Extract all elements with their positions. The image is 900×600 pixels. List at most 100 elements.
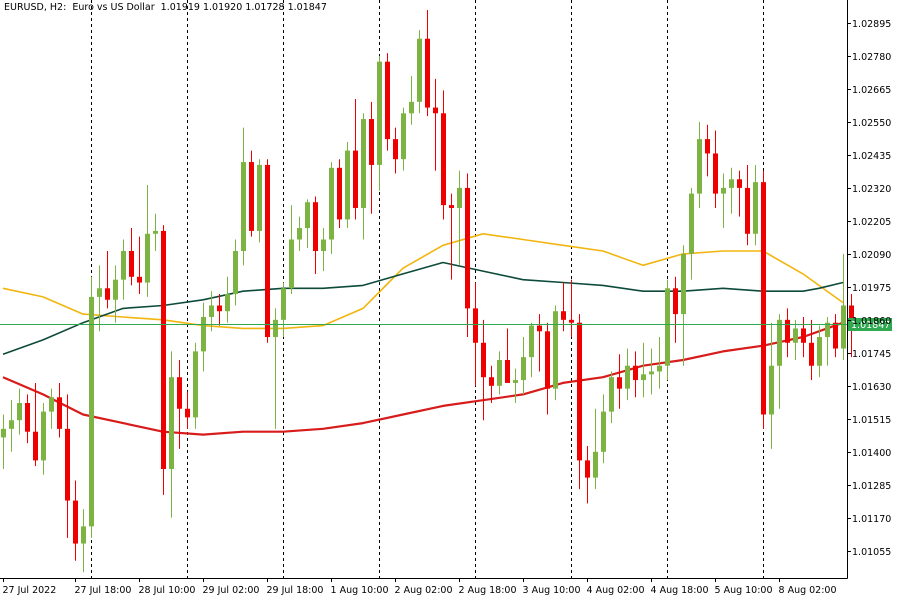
bullish-candle: [593, 408, 598, 490]
symbol-timeframe: EURUSD, H2:: [4, 2, 67, 13]
bearish-candle: [705, 124, 710, 177]
bullish-candle: [1, 414, 6, 469]
bullish-candle: [521, 337, 526, 395]
candle-body: [153, 230, 158, 234]
bearish-candle: [737, 170, 742, 217]
y-tick-label: 1.02205: [852, 217, 891, 228]
candle-body: [801, 328, 806, 343]
candle-body: [385, 61, 390, 140]
candle-body: [505, 359, 510, 383]
bullish-candle: [201, 302, 206, 372]
bullish-candle: [697, 121, 702, 208]
current-price-tag: [848, 318, 892, 331]
candle-body: [177, 377, 182, 409]
bullish-candle: [729, 167, 734, 214]
candle-body: [697, 139, 702, 194]
candle-body: [57, 397, 62, 429]
candle-body: [233, 250, 238, 295]
candle-body: [809, 342, 814, 366]
bullish-candle: [753, 164, 758, 246]
candle-body: [785, 319, 790, 343]
candle-body: [609, 377, 614, 412]
bearish-candle: [177, 359, 182, 449]
bullish-candle: [41, 403, 46, 475]
y-tick-label: 1.01400: [852, 448, 891, 459]
candle-body: [457, 187, 462, 208]
bullish-candle: [153, 213, 158, 251]
price-axis[interactable]: 1.02895 1.02780 1.02665 1.02550 1.02435 1.023…: [847, 19, 891, 558]
candle-body: [761, 182, 766, 415]
candle-body: [369, 119, 374, 165]
y-tick-label: 1.02895: [852, 19, 891, 30]
bullish-candle: [609, 371, 614, 424]
candle-body: [793, 328, 798, 343]
bullish-candle: [689, 187, 694, 280]
y-tick-label: 1.01860: [852, 316, 891, 327]
bearish-candle: [337, 159, 342, 229]
bullish-candle: [409, 76, 414, 125]
bullish-candle: [841, 253, 846, 360]
candle-body: [41, 411, 46, 461]
candle-body: [65, 428, 70, 501]
time-axis[interactable]: 27 Jul 2022 27 Jul 18:00 28 Jul 10:00 29 Ju…: [3, 578, 837, 596]
bullish-candle: [113, 265, 118, 323]
bullish-candle: [121, 239, 126, 300]
bullish-candle: [625, 348, 630, 401]
candle-body: [833, 322, 838, 349]
candle-body: [513, 380, 518, 383]
candle-body: [497, 359, 502, 386]
candle-body: [569, 319, 574, 323]
candle-body: [825, 322, 830, 338]
candle-body: [529, 325, 534, 358]
candle-body: [729, 179, 734, 188]
bearish-candle: [785, 308, 790, 358]
x-tick-label: 5 Aug 10:00: [715, 585, 773, 596]
bullish-candle: [193, 342, 198, 429]
bearish-candle: [537, 314, 542, 372]
bullish-candle: [297, 216, 302, 251]
candle-body: [721, 187, 726, 194]
x-tick-label: 1 Aug 10:00: [331, 585, 389, 596]
candle-body: [161, 230, 166, 469]
y-tick-label: 1.01975: [852, 283, 891, 294]
candle-body: [217, 305, 222, 312]
candle-body: [577, 322, 582, 461]
candle-body: [673, 288, 678, 315]
bearish-candle: [65, 394, 70, 538]
ohlc-values: 1.01919 1.01920 1.01728 1.01847: [160, 2, 327, 13]
x-tick-label: 27 Jul 2022: [3, 585, 57, 596]
candle-body: [113, 279, 118, 300]
candle-body: [633, 365, 638, 381]
x-tick-label: 4 Aug 02:00: [587, 585, 645, 596]
candle-body: [273, 319, 278, 338]
candle-body: [585, 460, 590, 478]
y-tick-label: 1.01170: [852, 514, 891, 525]
bullish-candle: [497, 351, 502, 395]
bullish-candle: [145, 185, 150, 297]
y-tick-label: 1.02780: [852, 52, 891, 63]
x-tick-label: 2 Aug 02:00: [395, 585, 453, 596]
bearish-candle: [473, 282, 478, 386]
bullish-candle: [657, 337, 662, 389]
x-tick-label: 29 Jul 18:00: [267, 585, 324, 596]
bullish-candle: [281, 282, 286, 338]
bullish-candle: [241, 127, 246, 266]
candle-body: [121, 250, 126, 280]
bearish-candle: [801, 316, 806, 358]
bullish-candle: [233, 239, 238, 306]
bullish-candle: [305, 199, 310, 249]
candle-body: [81, 526, 86, 544]
bullish-candle: [721, 173, 726, 229]
y-tick-label: 1.02320: [852, 184, 891, 195]
candle-body: [601, 411, 606, 452]
moving-average-line: [2, 261, 844, 356]
bearish-candle: [489, 365, 494, 404]
bullish-candle: [89, 276, 94, 538]
bullish-candle: [225, 276, 230, 323]
candle-body: [17, 403, 22, 421]
candle-body: [433, 107, 438, 114]
candle-body: [353, 150, 358, 208]
candle-body: [321, 239, 326, 251]
